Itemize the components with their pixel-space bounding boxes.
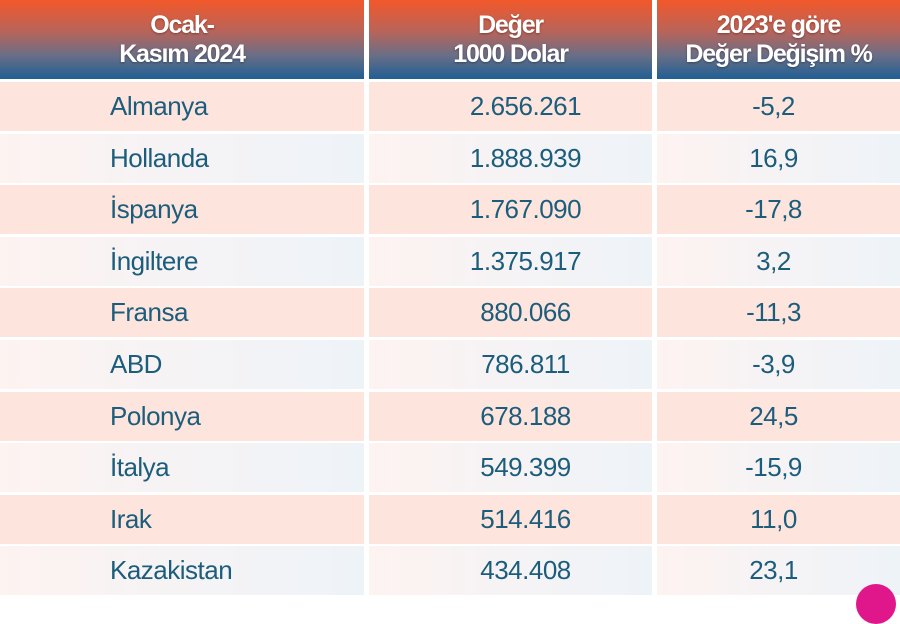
- country-text: İtalya: [110, 452, 170, 483]
- cell-change: 24,5: [657, 391, 900, 441]
- cell-change: -15,9: [657, 443, 900, 493]
- cell-change: -11,3: [657, 288, 900, 338]
- header-change-line2: Değer Değişim %: [685, 39, 872, 68]
- header-change: 2023'e göre Değer Değişim %: [657, 0, 900, 79]
- cell-country: Fransa: [0, 288, 364, 338]
- cell-country: Polonya: [0, 391, 364, 441]
- cell-change: -17,8: [657, 185, 900, 235]
- cell-country: ABD: [0, 339, 364, 389]
- value-text: 1.767.090: [469, 194, 582, 225]
- cell-country: Kazakistan: [0, 546, 364, 596]
- country-text: İngiltere: [110, 245, 199, 276]
- cell-value: 434.408: [369, 546, 652, 596]
- country-text: Almanya: [110, 91, 208, 121]
- cell-value: 2.656.261: [369, 82, 652, 131]
- table-row: Irak 514.416 11,0: [0, 494, 900, 544]
- change-text: -5,2: [752, 91, 795, 121]
- change-text: 3,2: [756, 245, 791, 276]
- cell-change: 23,1: [657, 546, 900, 596]
- value-text: 514.416: [480, 503, 571, 534]
- table-header: Ocak- Kasım 2024 Değer 1000 Dolar 2023'e g…: [0, 0, 900, 79]
- table-row: İngiltere 1.375.917 3,2: [0, 236, 900, 286]
- cell-country: Irak: [0, 494, 364, 544]
- table-row: Almanya 2.656.261 -5,2: [0, 82, 900, 131]
- header-period-line1: Ocak-: [150, 10, 215, 39]
- value-text: 549.399: [480, 452, 571, 483]
- change-text: 11,0: [750, 503, 797, 534]
- country-text: İspanya: [110, 194, 198, 225]
- cell-country: Hollanda: [0, 133, 364, 183]
- cell-change: -3,9: [657, 339, 900, 389]
- cell-change: 16,9: [657, 133, 900, 183]
- country-text: Kazakistan: [110, 555, 233, 586]
- table-row: Kazakistan 434.408 23,1: [0, 546, 900, 596]
- table-body: Almanya 2.656.261 -5,2 Hollanda 1.888.939 16,…: [0, 82, 900, 598]
- value-text: 1.888.939: [469, 142, 582, 173]
- table-row: Polonya 678.188 24,5: [0, 391, 900, 441]
- country-text: Polonya: [110, 400, 201, 431]
- table-row: İtalya 549.399 -15,9: [0, 443, 900, 493]
- cell-value: 549.399: [369, 443, 652, 493]
- cell-country: İspanya: [0, 185, 364, 235]
- cell-change: 11,0: [657, 494, 900, 544]
- change-text: 16,9: [749, 142, 798, 173]
- table-row: İspanya 1.767.090 -17,8: [0, 185, 900, 235]
- country-text: Irak: [110, 503, 152, 534]
- value-text: 786.811: [481, 348, 570, 379]
- change-text: -3,9: [752, 348, 795, 379]
- value-text: 1.375.917: [469, 245, 582, 276]
- value-text: 2.656.261: [469, 91, 582, 121]
- change-text: -17,8: [745, 194, 802, 225]
- value-text: 880.066: [480, 297, 571, 328]
- table-row: Fransa 880.066 -11,3: [0, 288, 900, 338]
- change-text: -11,3: [746, 297, 801, 328]
- header-period-line2: Kasım 2024: [119, 39, 246, 68]
- decorative-dot: [856, 584, 896, 624]
- header-value: Değer 1000 Dolar: [369, 0, 652, 79]
- country-text: Hollanda: [110, 142, 209, 173]
- header-change-line1: 2023'e göre: [716, 10, 842, 39]
- value-text: 434.408: [480, 555, 571, 586]
- cell-value: 1.767.090: [369, 185, 652, 235]
- change-text: -15,9: [745, 452, 802, 483]
- cell-value: 1.375.917: [369, 236, 652, 286]
- value-text: 678.188: [480, 400, 571, 431]
- cell-country: İngiltere: [0, 236, 364, 286]
- cell-value: 678.188: [369, 391, 652, 441]
- table-row: Hollanda 1.888.939 16,9: [0, 133, 900, 183]
- cell-value: 880.066: [369, 288, 652, 338]
- cell-change: -5,2: [657, 82, 900, 131]
- cell-change: 3,2: [657, 236, 900, 286]
- header-period: Ocak- Kasım 2024: [0, 0, 364, 79]
- table-row: ABD 786.811 -3,9: [0, 339, 900, 389]
- country-text: Fransa: [110, 297, 188, 328]
- cell-value: 786.811: [369, 339, 652, 389]
- change-text: 23,1: [749, 555, 798, 586]
- country-text: ABD: [110, 348, 162, 379]
- change-text: 24,5: [749, 400, 798, 431]
- header-value-line2: 1000 Dolar: [453, 39, 569, 68]
- cell-value: 1.888.939: [369, 133, 652, 183]
- header-value-line1: Değer: [478, 10, 544, 39]
- cell-country: Almanya: [0, 82, 364, 131]
- cell-value: 514.416: [369, 494, 652, 544]
- cell-country: İtalya: [0, 443, 364, 493]
